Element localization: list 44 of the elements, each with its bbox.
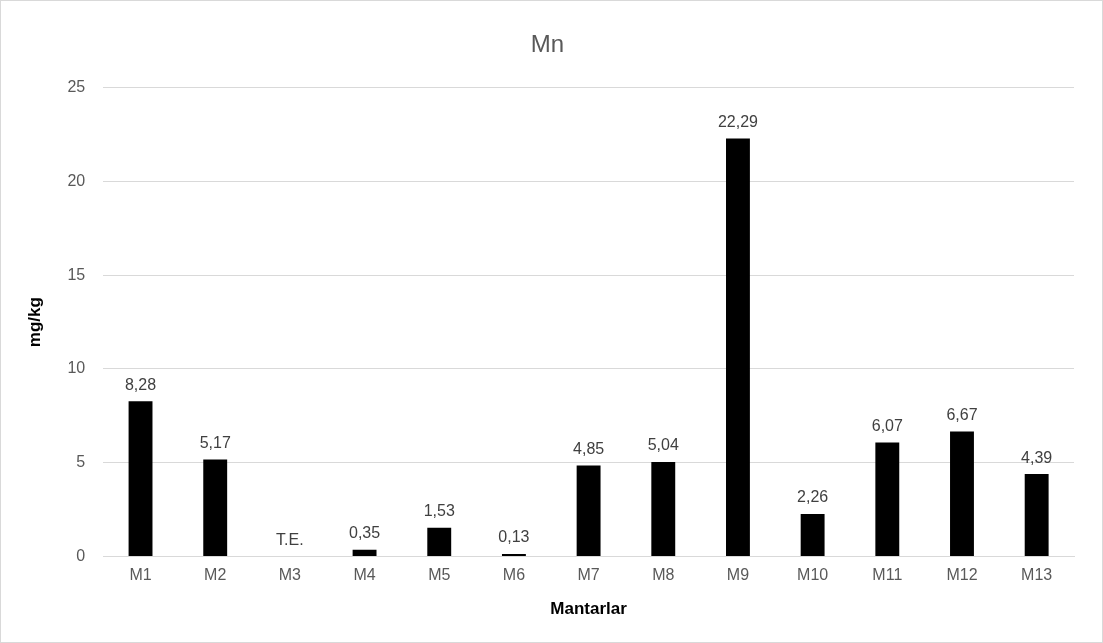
data-label: 6,67 (946, 405, 978, 423)
x-tick-label: M9 (726, 566, 750, 584)
chart-title: Mn (530, 30, 565, 58)
data-label: 6,07 (871, 417, 903, 435)
x-tick-label: M10 (797, 566, 829, 584)
x-tick-label: M3 (278, 566, 302, 584)
bar (875, 442, 900, 556)
data-label: 0,13 (498, 528, 530, 546)
y-tick-label: 15 (67, 265, 86, 283)
bar (651, 461, 676, 556)
y-tick-label: 5 (76, 453, 86, 471)
bar (576, 465, 601, 556)
y-tick-label: 25 (67, 78, 86, 96)
y-axis-title: mg/kg (24, 297, 44, 348)
x-tick-label: M8 (652, 566, 675, 584)
data-label: 8,28 (124, 375, 157, 393)
bar (1024, 474, 1049, 556)
bar (203, 459, 228, 556)
data-label: 0,35 (349, 524, 381, 542)
data-label: 5,04 (647, 436, 679, 454)
data-label: 4,85 (573, 439, 605, 457)
x-tick-label: M2 (204, 566, 227, 584)
bar (352, 549, 377, 556)
bar (726, 138, 750, 556)
data-label: 22,29 (717, 113, 759, 130)
x-tick-label: M7 (577, 566, 600, 584)
x-tick-label: M4 (353, 566, 376, 584)
bar (800, 514, 825, 556)
x-tick-label: M1 (129, 566, 152, 584)
x-tick-label: M5 (428, 566, 451, 584)
data-label: 1,53 (423, 502, 455, 520)
x-tick-label: M12 (946, 566, 978, 584)
data-label: 2,26 (797, 488, 829, 506)
data-label: 4,39 (1021, 448, 1053, 466)
x-tick-label: M13 (1021, 566, 1053, 584)
y-tick-label: 0 (76, 546, 86, 564)
y-tick-label: 20 (67, 171, 86, 189)
bar (950, 431, 974, 556)
x-tick-label: M11 (872, 566, 903, 584)
x-tick-label: M6 (502, 566, 526, 584)
y-tick-label: 10 (67, 359, 86, 377)
bar (427, 527, 452, 556)
data-label: 5,17 (199, 433, 231, 451)
bar (128, 401, 153, 556)
